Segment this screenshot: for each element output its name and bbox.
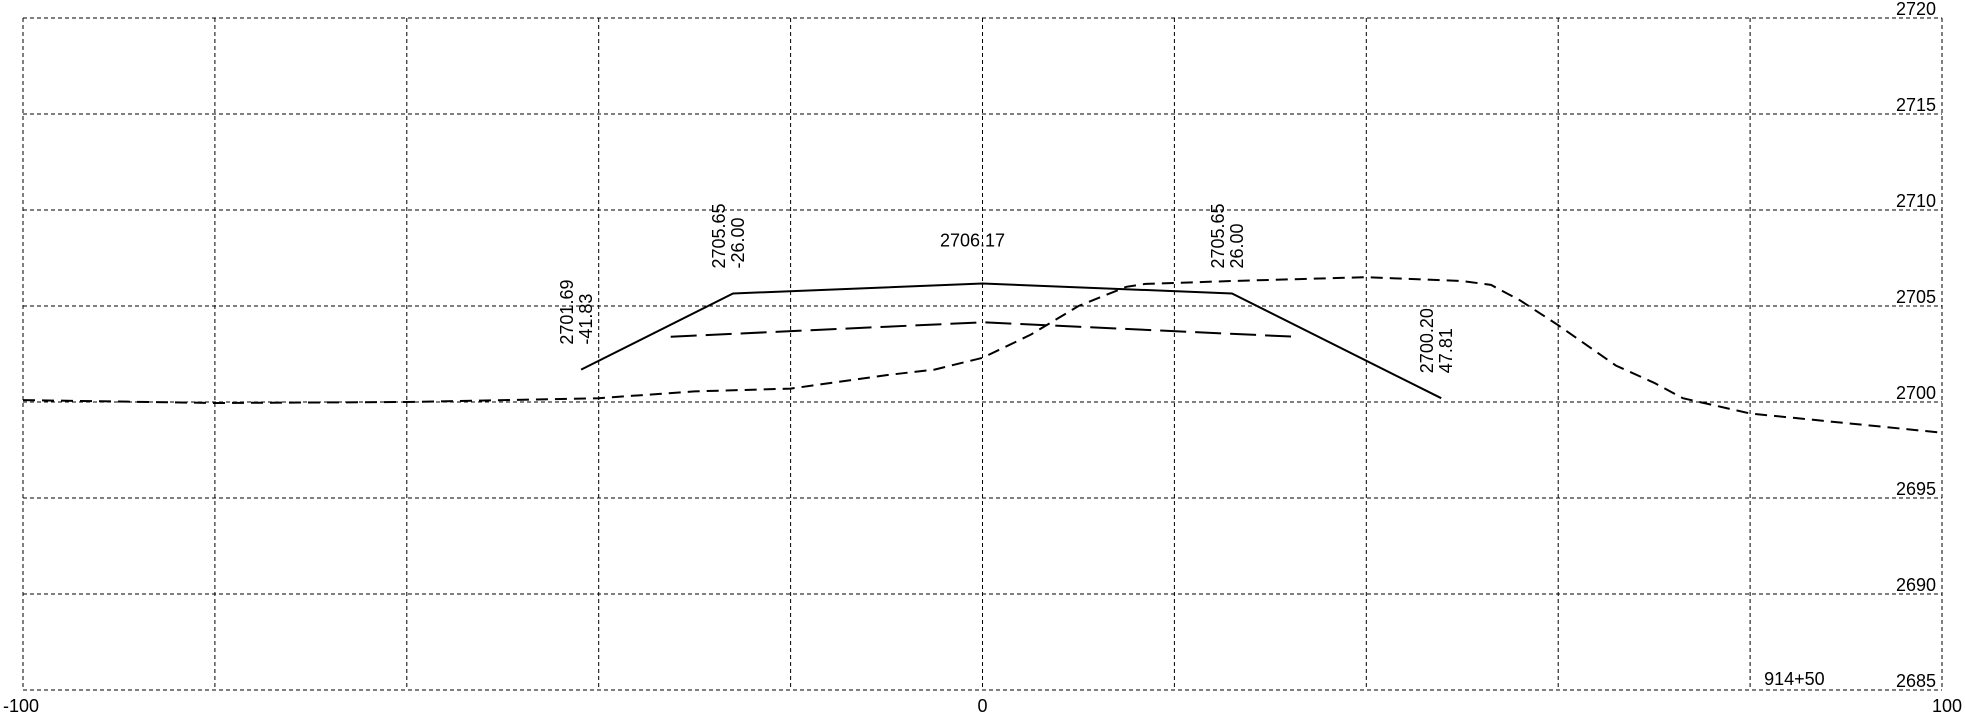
y-tick-label: 2700 bbox=[1896, 383, 1936, 403]
annotation-text: 26.00 bbox=[1227, 223, 1247, 268]
annotation-text: 2701.69 bbox=[557, 280, 577, 345]
x-tick-label: 100 bbox=[1932, 696, 1962, 716]
station-label: 914+50 bbox=[1764, 669, 1825, 689]
annotation-text: -41.83 bbox=[576, 294, 596, 345]
point-annotation: 2701.69 -41.83 bbox=[557, 280, 596, 345]
y-tick-label: 2695 bbox=[1896, 479, 1936, 499]
point-annotation: 2705.65 -26.00 bbox=[709, 203, 748, 268]
grid-layer bbox=[22, 17, 1943, 691]
point-annotation: 2705.65 26.00 bbox=[1208, 203, 1247, 268]
annotation-text: -26.00 bbox=[728, 217, 748, 268]
point-annotation: 2706.17 bbox=[940, 231, 1005, 251]
x-tick-label: -100 bbox=[3, 696, 39, 716]
series-line-solid bbox=[580, 282, 1442, 400]
y-tick-label: 2710 bbox=[1896, 191, 1936, 211]
annotation-text: 2705.65 bbox=[709, 203, 729, 268]
y-tick-label: 2685 bbox=[1896, 671, 1936, 691]
label-layer: 2685 2690 2695 2700 2705 2710 2715 2720 -100 0 100… bbox=[3, 0, 1962, 716]
y-tick-label: 2690 bbox=[1896, 575, 1936, 595]
y-tick-label: 2705 bbox=[1896, 287, 1936, 307]
annotation-text: 47.81 bbox=[1436, 328, 1456, 373]
annotation-text: 2705.65 bbox=[1208, 203, 1228, 268]
series-line-dashed bbox=[23, 276, 1942, 434]
x-tick-label: 0 bbox=[977, 696, 987, 716]
point-annotation: 2700.20 47.81 bbox=[1417, 308, 1456, 373]
series-layer bbox=[23, 276, 1942, 434]
y-tick-label: 2720 bbox=[1896, 0, 1936, 19]
annotation-text: 2700.20 bbox=[1417, 308, 1437, 373]
y-tick-label: 2715 bbox=[1896, 95, 1936, 115]
